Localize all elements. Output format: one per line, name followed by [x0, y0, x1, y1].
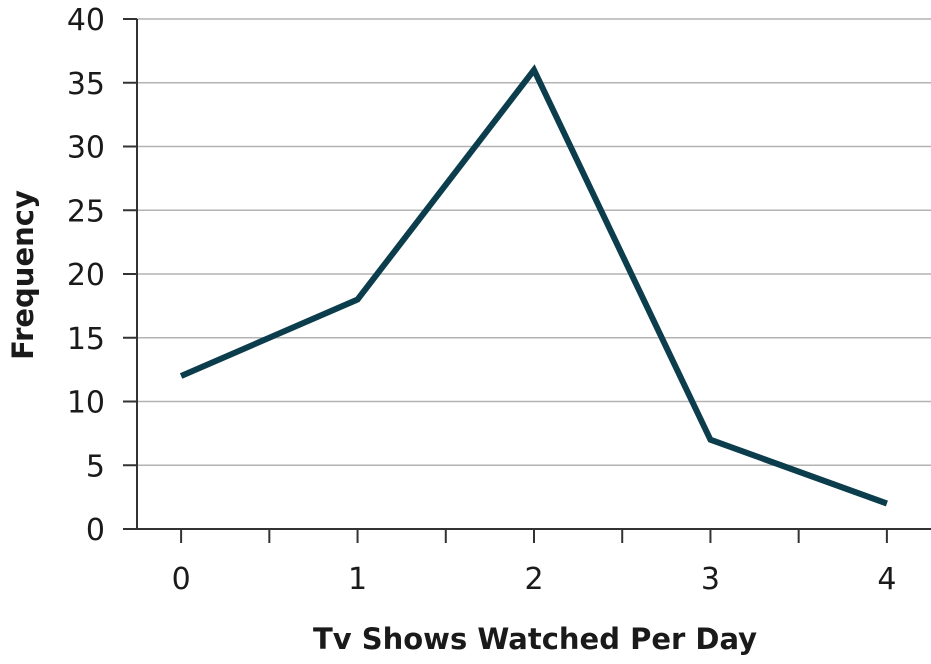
y-tick-label: 0 [86, 513, 105, 548]
y-tick-label: 40 [67, 3, 105, 38]
series-line [179, 64, 888, 507]
series-group [179, 64, 888, 507]
y-axis-title: Frequency [6, 190, 40, 360]
y-tick-label: 15 [67, 322, 105, 357]
y-tick-label: 5 [86, 449, 105, 484]
x-tick-label: 1 [348, 562, 367, 597]
x-axis-title: Tv Shows Watched Per Day [313, 622, 757, 656]
x-tick-label: 0 [172, 562, 191, 597]
y-tick-label: 35 [67, 67, 105, 102]
x-tick-label: 3 [701, 562, 720, 597]
x-tick-label: 2 [524, 562, 543, 597]
x-axis-ticks: 0 1 2 3 4 [172, 529, 896, 597]
y-axis-ticks: 0 5 10 15 20 25 30 35 40 [67, 3, 137, 548]
y-tick-label: 30 [67, 131, 105, 166]
y-tick-label: 10 [67, 386, 105, 421]
y-tick-label: 20 [67, 258, 105, 293]
y-tick-label: 25 [67, 194, 105, 229]
grid [137, 18, 931, 466]
x-tick-label: 4 [877, 562, 896, 597]
